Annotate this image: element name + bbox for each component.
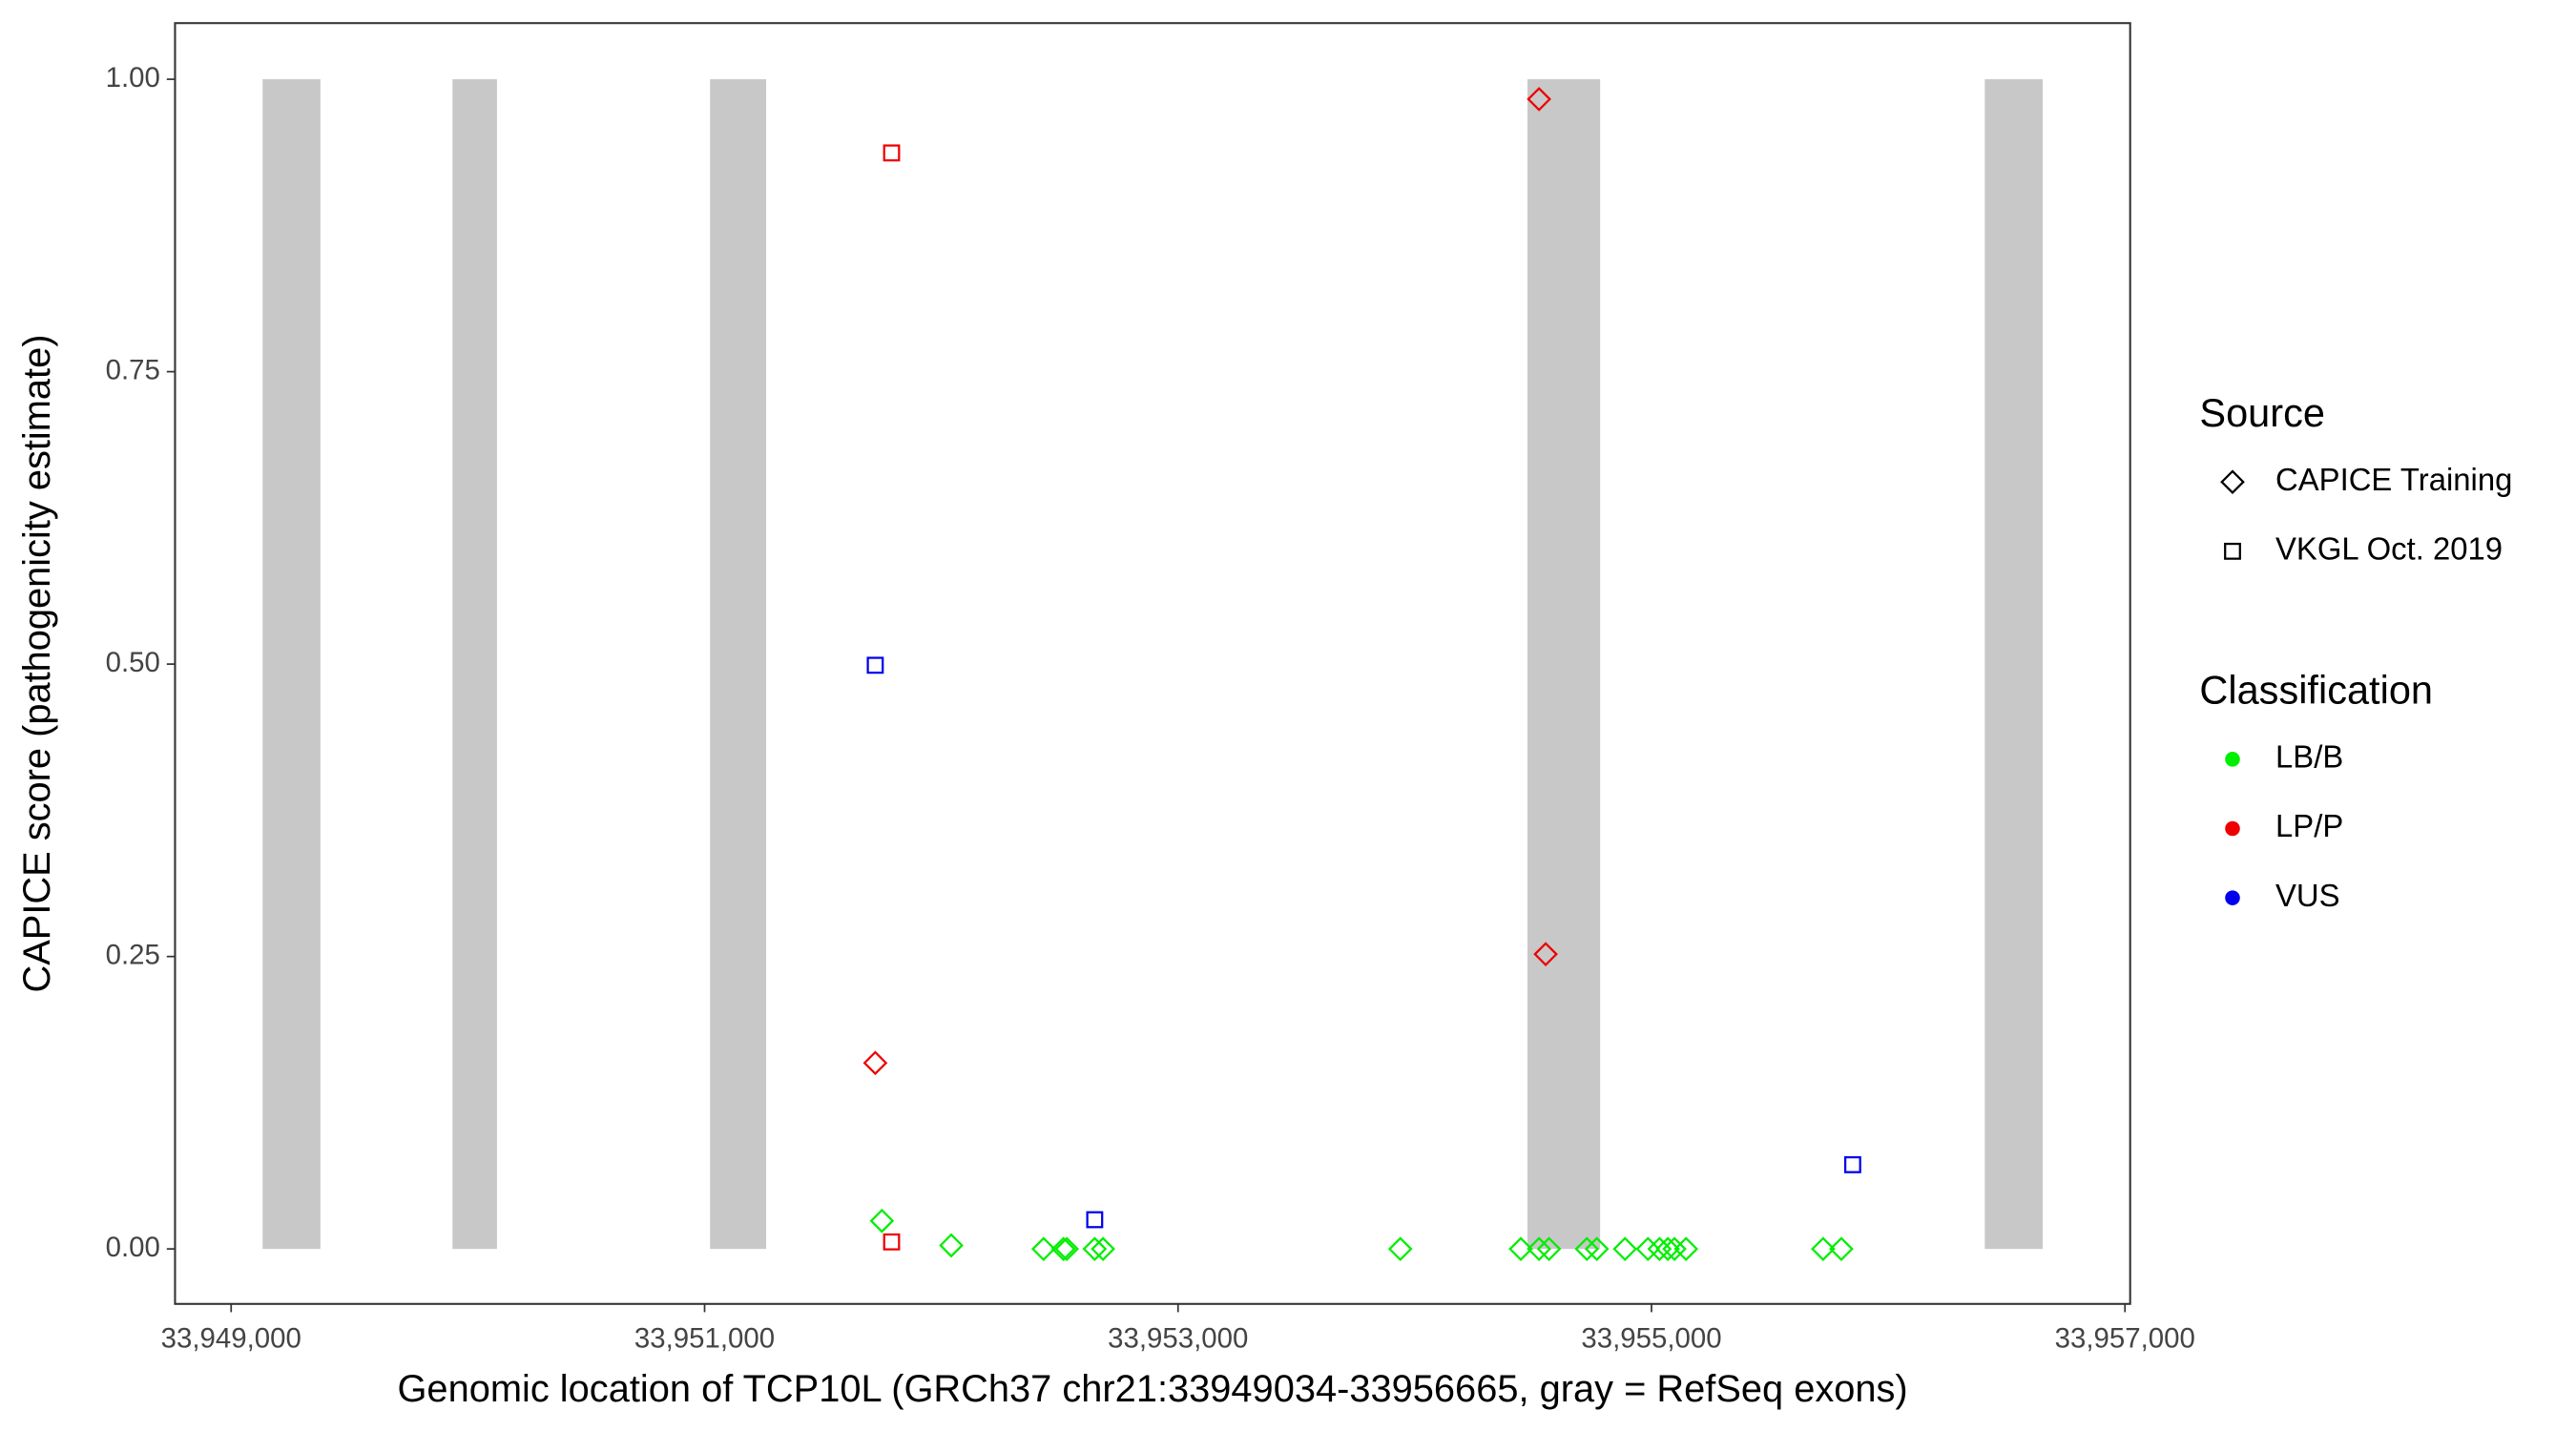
exon [710,79,767,1250]
exon [1527,79,1601,1250]
point [1829,1236,1854,1261]
exon [452,79,497,1250]
legend-title: Source [2199,390,2325,435]
legend-title: Classification [2199,668,2433,713]
exon [1984,79,2044,1250]
legend-label: VKGL Oct. 2019 [2275,531,2503,567]
point [1091,1236,1115,1261]
point [1655,1236,1680,1261]
y-tick-label: 1.00 [106,62,160,93]
point [869,1208,895,1234]
point [1050,1236,1076,1261]
point [1584,1236,1610,1261]
point [1387,1236,1413,1261]
point [1843,1155,1861,1173]
y-tick-label: 0.25 [106,939,160,970]
x-tick-label: 33,955,000 [1581,1323,1721,1355]
exon [262,79,321,1250]
x-tick-label: 33,953,000 [1108,1323,1248,1355]
point [1533,942,1558,967]
point [1527,87,1551,112]
x-tick-label: 33,957,000 [2055,1323,2195,1355]
point [1054,1236,1079,1261]
legend-label: CAPICE Training [2275,462,2512,497]
legend-key [2220,469,2245,495]
point [1574,1236,1600,1261]
x-tick-label: 33,951,000 [634,1323,775,1355]
point [1536,1236,1562,1261]
point [866,656,884,674]
legend-label: VUS [2275,878,2340,913]
y-axis-title: CAPICE score (pathogenicity estimate) [16,335,58,993]
legend-key [2225,752,2240,767]
legend-key [2225,820,2240,837]
x-axis-title: Genomic location of TCP10L (GRCh37 chr21… [397,1368,1907,1410]
x-tick-label: 33,949,000 [161,1323,301,1355]
y-tick-label: 0.00 [106,1232,160,1263]
point [883,1233,901,1251]
legend-label: LP/P [2275,808,2343,843]
point [862,1050,888,1076]
point [1673,1236,1699,1261]
point [1612,1236,1638,1261]
point [1086,1211,1104,1229]
y-tick-label: 0.50 [106,647,160,678]
point [1811,1236,1836,1261]
point [1082,1236,1108,1261]
point [939,1233,964,1258]
legend-key [2224,542,2241,560]
point [883,144,901,162]
point [1527,1236,1551,1261]
point [1030,1236,1056,1261]
point [1662,1236,1687,1261]
legend-key [2225,890,2240,905]
point [1635,1236,1661,1261]
legend-label: LB/B [2275,739,2343,775]
y-tick-label: 0.75 [106,354,160,385]
point [1508,1236,1533,1261]
